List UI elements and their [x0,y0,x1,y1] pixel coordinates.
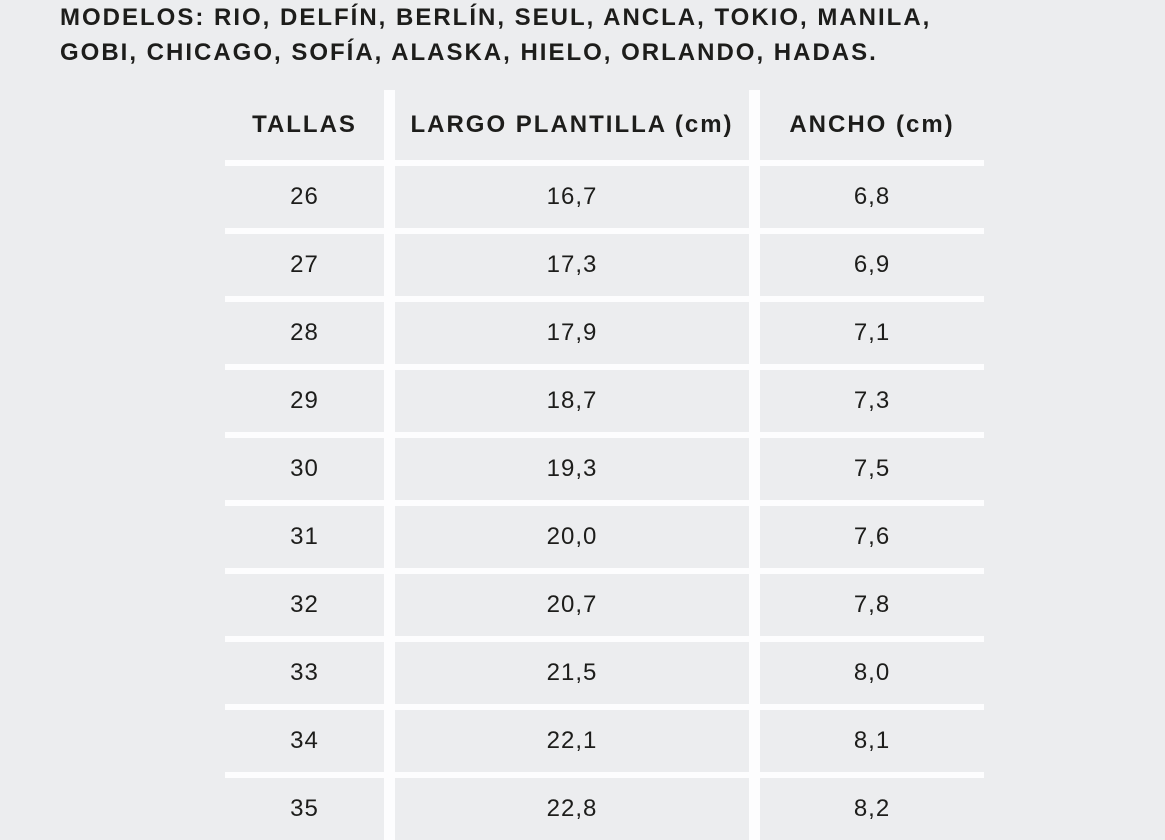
table-cell-ancho: 6,8 [760,166,984,228]
table-cell-ancho: 7,6 [760,506,984,568]
table-cell-largo_plantilla: 22,1 [395,710,749,772]
models-title: MODELOS: RIO, DELFÍN, BERLÍN, SEUL, ANCL… [60,0,931,70]
table-cell-largo_plantilla: 20,7 [395,574,749,636]
table-cell-talla: 27 [225,234,384,296]
table-cell-talla: 28 [225,302,384,364]
table-cell-talla: 26 [225,166,384,228]
models-title-line2: GOBI, CHICAGO, SOFÍA, ALASKA, HIELO, ORL… [60,39,878,66]
table-cell-talla: 34 [225,710,384,772]
table-cell-ancho: 8,1 [760,710,984,772]
table-cell-largo_plantilla: 19,3 [395,438,749,500]
column-header-ancho: ANCHO (cm) [760,90,984,160]
column-header-talla: TALLAS [225,90,384,160]
table-cell-talla: 35 [225,778,384,840]
table-cell-largo_plantilla: 22,8 [395,778,749,840]
table-cell-talla: 33 [225,642,384,704]
table-cell-largo_plantilla: 18,7 [395,370,749,432]
table-cell-talla: 29 [225,370,384,432]
models-title-line1: MODELOS: RIO, DELFÍN, BERLÍN, SEUL, ANCL… [60,4,932,31]
column-header-largo_plantilla: LARGO PLANTILLA (cm) [395,90,749,160]
table-cell-largo_plantilla: 21,5 [395,642,749,704]
table-cell-ancho: 7,5 [760,438,984,500]
table-cell-ancho: 8,2 [760,778,984,840]
table-cell-ancho: 8,0 [760,642,984,704]
table-cell-ancho: 6,9 [760,234,984,296]
table-cell-largo_plantilla: 20,0 [395,506,749,568]
table-cell-largo_plantilla: 16,7 [395,166,749,228]
size-table: TALLAS LARGO PLANTILLA (cm) ANCHO (cm) 26 16… [225,90,984,840]
table-cell-talla: 32 [225,574,384,636]
table-cell-largo_plantilla: 17,9 [395,302,749,364]
table-cell-ancho: 7,8 [760,574,984,636]
table-cell-ancho: 7,3 [760,370,984,432]
table-cell-talla: 31 [225,506,384,568]
table-cell-largo_plantilla: 17,3 [395,234,749,296]
table-cell-ancho: 7,1 [760,302,984,364]
table-cell-talla: 30 [225,438,384,500]
